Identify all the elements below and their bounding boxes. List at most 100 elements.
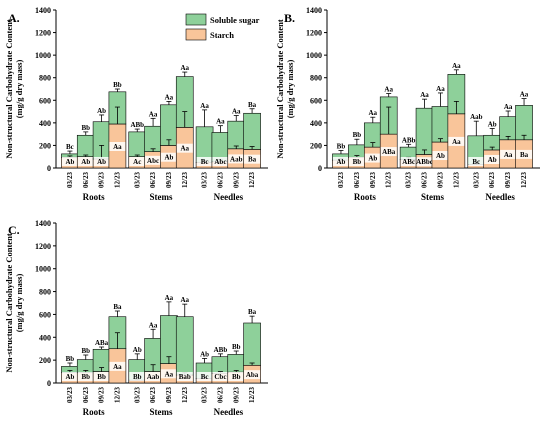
starch-letter-bg	[212, 372, 229, 381]
total-significance-label: Ab	[488, 121, 497, 129]
y-axis-title-units: (mg/g dry mass)	[14, 274, 24, 333]
soluble-sugar-bar	[76, 134, 95, 158]
x-tick-label: 12/23	[385, 172, 393, 188]
soluble-sugar-bar	[243, 322, 261, 366]
total-significance-label: Aa	[149, 321, 158, 329]
x-tick-label: 03/23	[472, 172, 480, 188]
soluble-sugar-bar	[515, 105, 533, 141]
y-axis-title: Non-structural Carbohydrate Content	[275, 19, 285, 158]
total-significance-label: Aa	[504, 103, 513, 111]
y-tick-label: 1400	[35, 6, 51, 15]
starch-letter-bg	[176, 372, 193, 381]
total-significance-label: Aa	[232, 108, 241, 116]
starch-significance-label: Bb	[81, 373, 90, 381]
x-tick-label: 03/23	[405, 172, 413, 188]
y-tick-label: 0	[47, 379, 51, 388]
total-significance-label: Aa	[520, 91, 529, 99]
y-tick-label: 1000	[306, 51, 322, 60]
x-tick-label: 09/23	[504, 172, 512, 188]
starch-letter-bg	[93, 372, 110, 381]
starch-significance-label: Ab	[488, 156, 497, 164]
total-significance-label: Aa	[149, 110, 158, 118]
starch-letter-bg	[176, 143, 193, 153]
x-tick-label: 06/23	[82, 387, 90, 403]
x-tick-label: 03/23	[201, 172, 209, 188]
x-tick-label: 12/23	[452, 172, 460, 188]
panel-c: C.Non-structural Carbohydrate Content (mg…	[4, 219, 268, 417]
total-significance-label: Ba	[113, 303, 122, 311]
starch-letter-bg	[196, 372, 213, 381]
y-tick-label: 1200	[306, 29, 322, 38]
panel-b: B.Non-structural Carbohydrate Content (mg…	[275, 6, 540, 202]
group-label: Roots	[83, 192, 105, 202]
starch-significance-label: Abc	[147, 157, 159, 165]
starch-letter-bg	[500, 149, 517, 159]
starch-significance-label: Aa	[113, 143, 122, 151]
y-tick-label: 1400	[306, 6, 322, 15]
y-tick-label: 200	[310, 141, 322, 150]
total-significance-label: Bb	[66, 355, 75, 363]
total-significance-label: Ba	[248, 101, 257, 109]
y-tick-label: 1000	[35, 51, 51, 60]
total-significance-label: Ab	[200, 350, 209, 358]
x-tick-label: 12/23	[113, 172, 121, 188]
total-significance-label: Aa	[436, 85, 445, 93]
x-tick-label: 06/23	[149, 387, 157, 403]
starch-significance-label: Aa	[165, 370, 174, 378]
soluble-sugar-bar	[128, 131, 147, 158]
x-tick-label: 09/23	[232, 172, 240, 188]
starch-letter-bg	[432, 151, 449, 161]
panel-label: B.	[284, 11, 295, 25]
group-label: Needles	[214, 407, 244, 417]
legend-starch-swatch	[185, 28, 207, 41]
total-significance-label: Aa	[200, 102, 209, 110]
starch-letter-bg	[129, 372, 146, 381]
total-significance-label: Bb	[232, 343, 241, 351]
starch-significance-label: Ab	[436, 152, 445, 160]
y-axis-title-units: (mg/g dry mass)	[285, 60, 295, 119]
total-significance-label: Ab	[97, 107, 106, 115]
soluble-sugar-bar	[160, 104, 178, 146]
starch-letter-bg	[160, 152, 177, 162]
total-significance-label: Aa	[216, 118, 225, 126]
starch-significance-label: Ba	[248, 156, 257, 164]
starch-letter-bg	[400, 157, 417, 166]
x-tick-label: 06/23	[488, 172, 496, 188]
soluble-sugar-bar	[243, 112, 261, 150]
x-tick-label: 06/23	[353, 172, 361, 188]
total-significance-label: Bb	[113, 81, 122, 89]
starch-significance-label: Ac	[133, 158, 141, 166]
starch-significance-label: Ab	[81, 158, 90, 166]
y-tick-label: 1200	[35, 29, 51, 38]
starch-significance-label: Bb	[97, 373, 106, 381]
x-tick-label: 09/23	[165, 387, 173, 403]
total-significance-label: Aa	[165, 93, 174, 101]
starch-significance-label: Ab	[97, 158, 106, 166]
starch-significance-label: Bc	[201, 373, 209, 381]
total-significance-label: Bb	[337, 143, 346, 151]
group-label: Needles	[485, 192, 515, 202]
starch-significance-label: Ab	[368, 155, 377, 163]
starch-significance-label: Ab	[164, 154, 173, 162]
total-significance-label: Bc	[66, 143, 74, 151]
total-significance-label: Bb	[353, 131, 362, 139]
y-tick-label: 0	[47, 164, 51, 173]
x-tick-label: 12/23	[181, 172, 189, 188]
x-tick-label: 09/23	[98, 172, 106, 188]
y-axis-title: Non-structural Carbohydrate Content	[4, 19, 14, 158]
x-tick-label: 06/23	[149, 172, 157, 188]
x-tick-label: 12/23	[248, 172, 256, 188]
starch-letter-bg	[332, 157, 349, 166]
starch-significance-label: Aa	[504, 151, 513, 159]
starch-letter-bg	[145, 372, 162, 381]
starch-letter-bg	[109, 141, 126, 151]
x-tick-label: 03/23	[201, 387, 209, 403]
group-label: Needles	[214, 192, 244, 202]
starch-letter-bg	[109, 361, 126, 371]
total-significance-label: Aa	[165, 294, 174, 302]
soluble-sugar-bar	[227, 354, 246, 373]
total-significance-label: ABa	[95, 339, 109, 347]
total-significance-label: ABb	[402, 136, 416, 144]
total-significance-label: ABb	[214, 346, 228, 354]
